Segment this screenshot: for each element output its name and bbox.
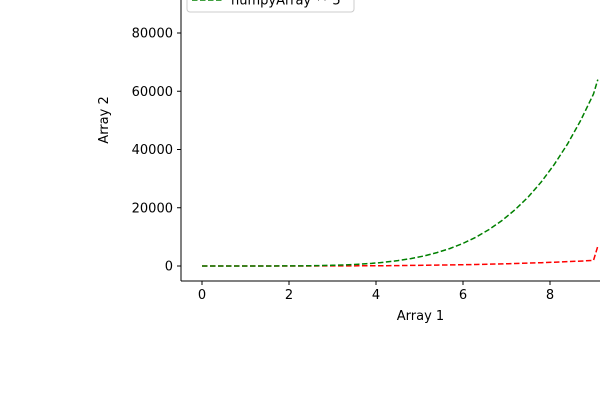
plot-area (202, 79, 599, 267)
series-line-red (202, 245, 599, 267)
legend-box (186, 0, 355, 13)
y-tick-label: 60000 (132, 85, 173, 100)
y-tick-label: 40000 (132, 143, 173, 158)
x-tick-label: 8 (546, 288, 554, 303)
x-tick-label: 6 (459, 288, 467, 303)
y-tick-label: 20000 (132, 201, 173, 216)
axis-labels: Array 1 Array 2 (97, 96, 444, 324)
x-tick-label: 2 (285, 288, 293, 303)
legend-entry-label: numpyArray ** 5 (231, 0, 341, 9)
axes: 0 2 4 6 8 0 20000 40000 60000 80000 (132, 0, 600, 303)
series-line-green (202, 79, 599, 267)
x-tick-label: 0 (198, 288, 206, 303)
y-tick-label: 80000 (132, 27, 173, 42)
legend[interactable]: numpyArray ** 5 (186, 0, 355, 13)
x-axis-label: Array 1 (397, 309, 444, 324)
x-tick-label: 4 (372, 288, 380, 303)
y-tick-label: 0 (165, 260, 173, 275)
y-axis-label: Array 2 (97, 96, 112, 143)
